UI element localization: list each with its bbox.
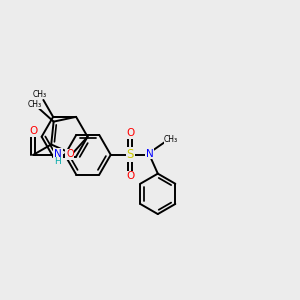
Text: CH₃: CH₃: [164, 135, 178, 144]
Text: O: O: [126, 128, 134, 138]
Text: N: N: [146, 148, 154, 159]
Text: H: H: [54, 158, 61, 166]
Text: O: O: [66, 149, 74, 159]
Text: CH₃: CH₃: [33, 90, 47, 99]
Text: O: O: [126, 171, 134, 182]
Text: S: S: [127, 148, 134, 161]
Text: O: O: [29, 126, 38, 136]
Text: N: N: [54, 148, 62, 159]
Text: CH₃: CH₃: [27, 100, 41, 109]
